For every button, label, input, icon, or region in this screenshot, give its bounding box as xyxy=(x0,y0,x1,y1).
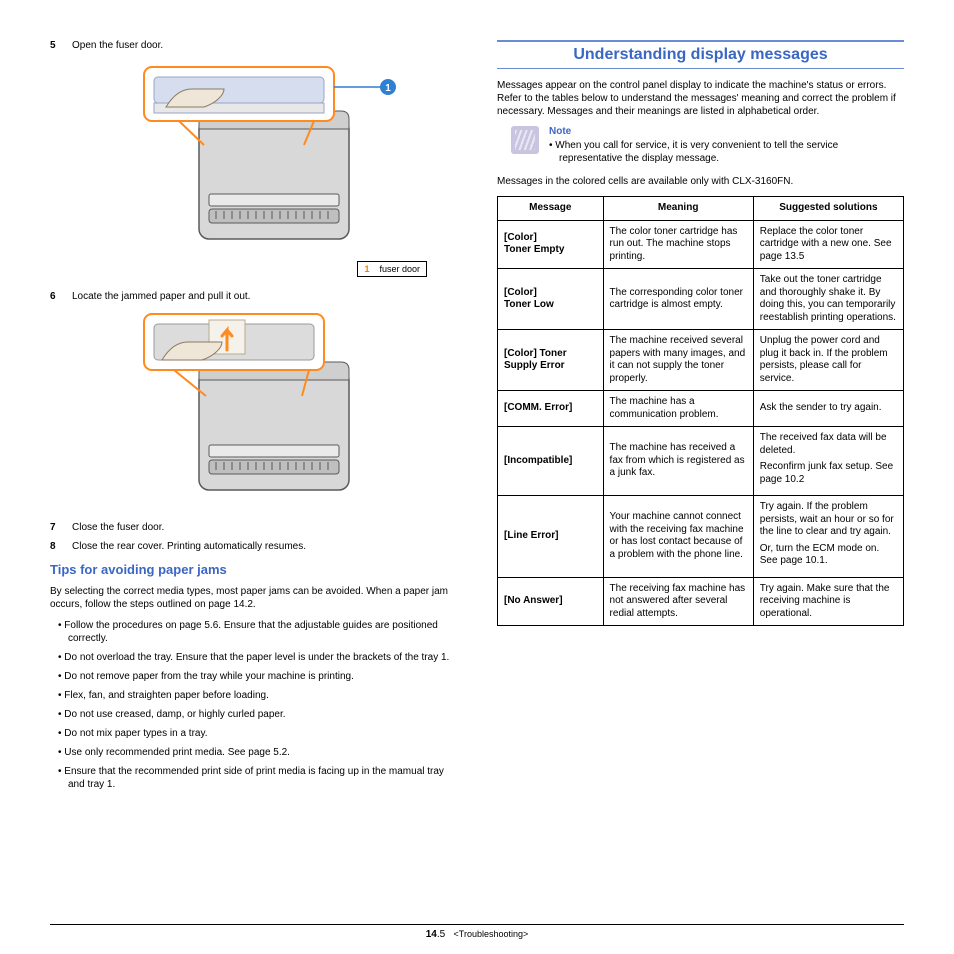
step-number: 7 xyxy=(50,522,72,533)
messages-table: Message Meaning Suggested solutions [Col… xyxy=(497,196,904,626)
section-label: <Troubleshooting> xyxy=(454,929,529,939)
table-row: [No Answer] The receiving fax machine ha… xyxy=(498,577,904,626)
colored-cells-note: Messages in the colored cells are availa… xyxy=(497,175,904,188)
step-text: Locate the jammed paper and pull it out. xyxy=(72,291,457,302)
left-column: 5 Open the fuser door. xyxy=(50,40,457,910)
tips-list: Follow the procedures on page 5.6. Ensur… xyxy=(58,619,457,791)
section-heading: Understanding display messages xyxy=(497,40,904,69)
table-row: [Color]Toner Empty The color toner cartr… xyxy=(498,220,904,269)
note-title: Note xyxy=(549,126,904,137)
callout-label-box: 1 fuser door xyxy=(357,261,427,277)
col-meaning: Meaning xyxy=(603,197,753,221)
printer-illustration: 1 xyxy=(144,67,396,239)
step-8: 8 Close the rear cover. Printing automat… xyxy=(50,541,457,552)
tip-item: Use only recommended print media. See pa… xyxy=(58,746,457,759)
printer-illustration-2 xyxy=(144,314,349,490)
tips-heading: Tips for avoiding paper jams xyxy=(50,562,457,577)
step-6: 6 Locate the jammed paper and pull it ou… xyxy=(50,291,457,302)
tip-item: Flex, fan, and straighten paper before l… xyxy=(58,689,457,702)
page-footer: 14.5 <Troubleshooting> xyxy=(50,924,904,940)
table-row: [Color] TonerSupply Error The machine re… xyxy=(498,330,904,391)
tips-intro: By selecting the correct media types, mo… xyxy=(50,585,457,611)
step-text: Close the fuser door. xyxy=(72,522,457,533)
step-text: Close the rear cover. Printing automatic… xyxy=(72,541,457,552)
note-block: Note When you call for service, it is ve… xyxy=(511,126,904,165)
step-number: 5 xyxy=(50,40,72,51)
callout-number: 1 xyxy=(364,264,369,274)
table-row: [Color]Toner Low The corresponding color… xyxy=(498,269,904,330)
step-number: 6 xyxy=(50,291,72,302)
col-solutions: Suggested solutions xyxy=(753,197,903,221)
figure-remove-paper xyxy=(50,310,457,508)
step-number: 8 xyxy=(50,541,72,552)
tip-item: Ensure that the recommended print side o… xyxy=(58,765,457,791)
table-row: [COMM. Error] The machine has a communic… xyxy=(498,391,904,427)
note-body: When you call for service, it is very co… xyxy=(549,139,904,165)
step-text: Open the fuser door. xyxy=(72,40,457,51)
callout-text: fuser door xyxy=(379,264,420,274)
page-number: 14 xyxy=(426,929,437,940)
col-message: Message xyxy=(498,197,604,221)
callout-badge: 1 xyxy=(385,83,391,94)
note-icon xyxy=(511,126,539,154)
step-7: 7 Close the fuser door. xyxy=(50,522,457,533)
figure-fuser-door: 1 1 fuser door xyxy=(50,59,457,277)
table-row: [Incompatible] The machine has received … xyxy=(498,427,904,496)
tip-item: Do not use creased, damp, or highly curl… xyxy=(58,708,457,721)
tip-item: Do not remove paper from the tray while … xyxy=(58,670,457,683)
right-column: Understanding display messages Messages … xyxy=(497,40,904,910)
table-row: [Line Error] Your machine cannot connect… xyxy=(498,496,904,578)
section-intro: Messages appear on the control panel dis… xyxy=(497,79,904,118)
tip-item: Do not mix paper types in a tray. xyxy=(58,727,457,740)
step-5: 5 Open the fuser door. xyxy=(50,40,457,51)
tip-item: Follow the procedures on page 5.6. Ensur… xyxy=(58,619,457,645)
tip-item: Do not overload the tray. Ensure that th… xyxy=(58,651,457,664)
